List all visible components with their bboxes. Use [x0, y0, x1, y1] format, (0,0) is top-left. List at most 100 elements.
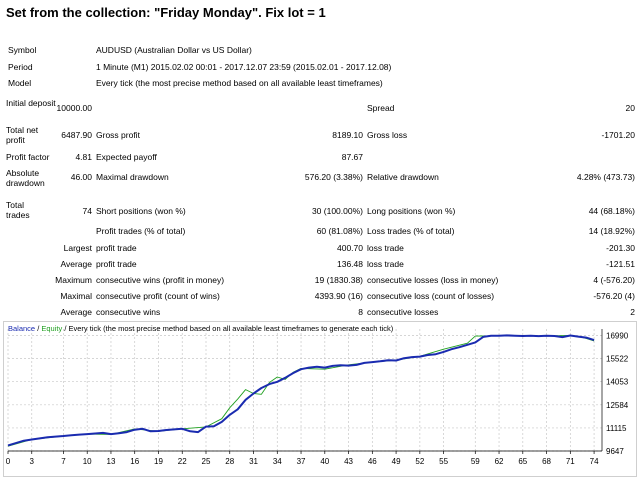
- average-loss-value: -121.51: [606, 259, 635, 269]
- largest-loss-label: loss trade: [367, 243, 404, 253]
- spread-value: 20: [625, 103, 635, 113]
- average-profit-label: profit trade: [96, 259, 137, 269]
- average-profit-value: 136.48: [337, 259, 363, 269]
- x-tick-label: 37: [297, 457, 306, 466]
- x-tick-label: 68: [542, 457, 551, 466]
- x-tick-label: 34: [273, 457, 282, 466]
- average-consecutive-wins-label: consecutive wins: [96, 307, 161, 317]
- largest-loss-value: -201.30: [606, 243, 635, 253]
- x-tick-label: 28: [225, 457, 234, 466]
- x-tick-label: 25: [202, 457, 211, 466]
- y-tick-label: 11115: [606, 424, 627, 433]
- average-consecutive-wins-value: 8: [358, 307, 363, 317]
- average-consecutive-label: Average: [60, 307, 92, 317]
- loss-trades-label: Loss trades (% of total): [367, 226, 455, 236]
- net-profit-value: 6487.90: [61, 130, 92, 140]
- total-trades-label: Total trades: [6, 200, 30, 220]
- y-tick-label: 15522: [606, 355, 629, 364]
- x-tick-label: 19: [154, 457, 163, 466]
- maximal-drawdown-value: 576.20 (3.38%): [304, 172, 363, 182]
- long-positions-label: Long positions (won %): [367, 206, 456, 216]
- x-tick-label: 46: [368, 457, 377, 466]
- loss-trades-value: 14 (18.92%): [588, 226, 635, 236]
- model-value: Every tick (the most precise method base…: [96, 78, 383, 88]
- chart-legend: Balance / Equity / Every tick (the most …: [8, 324, 393, 333]
- average-consecutive-losses-label: consecutive losses: [367, 307, 439, 317]
- maximum-label: Maximum: [55, 275, 92, 285]
- x-tick-label: 0: [6, 457, 11, 466]
- y-tick-label: 9647: [606, 447, 624, 456]
- legend-separator: /: [35, 324, 42, 333]
- largest-profit-value: 400.70: [337, 243, 363, 253]
- relative-drawdown-label: Relative drawdown: [367, 172, 439, 182]
- x-tick-label: 3: [30, 457, 35, 466]
- gross-profit-value: 8189.10: [332, 130, 363, 140]
- x-tick-label: 65: [518, 457, 527, 466]
- average-consecutive-losses-value: 2: [630, 307, 635, 317]
- profit-trades-label: Profit trades (% of total): [96, 226, 186, 236]
- initial-deposit-label: Initial deposit: [6, 98, 56, 108]
- x-tick-label: 52: [415, 457, 424, 466]
- maximal-consecutive-loss-value: -576.20 (4): [593, 291, 635, 301]
- long-positions-value: 44 (68.18%): [588, 206, 635, 216]
- report-title: Set from the collection: "Friday Monday"…: [6, 5, 326, 20]
- net-profit-label: Total net profit: [6, 125, 39, 145]
- x-tick-label: 10: [83, 457, 92, 466]
- x-tick-label: 59: [471, 457, 480, 466]
- y-tick-label: 12584: [606, 401, 629, 410]
- x-tick-label: 62: [495, 457, 504, 466]
- gross-loss-value: -1701.20: [601, 130, 635, 140]
- period-value: 1 Minute (M1) 2015.02.02 00:01 - 2017.12…: [96, 62, 392, 72]
- largest-profit-label: profit trade: [96, 243, 137, 253]
- x-tick-label: 49: [392, 457, 401, 466]
- x-tick-label: 22: [178, 457, 187, 466]
- x-tick-label: 31: [249, 457, 258, 466]
- model-label: Model: [8, 78, 32, 88]
- x-tick-label: 74: [590, 457, 599, 466]
- maximal-label: Maximal: [60, 291, 92, 301]
- short-positions-value: 30 (100.00%): [311, 206, 363, 216]
- gross-profit-label: Gross profit: [96, 130, 140, 140]
- largest-label: Largest: [63, 243, 92, 253]
- average-label: Average: [60, 259, 92, 269]
- period-label: Period: [8, 62, 33, 72]
- x-tick-label: 43: [344, 457, 353, 466]
- maximal-consecutive-loss-label: consecutive loss (count of losses): [367, 291, 495, 301]
- gross-loss-label: Gross loss: [367, 130, 408, 140]
- legend-balance: Balance: [8, 324, 36, 333]
- x-tick-label: 7: [61, 457, 66, 466]
- average-loss-label: loss trade: [367, 259, 404, 269]
- x-tick-label: 55: [439, 457, 448, 466]
- maximal-drawdown-label: Maximal drawdown: [96, 172, 169, 182]
- expected-payoff-label: Expected payoff: [96, 152, 157, 162]
- max-consecutive-wins-value: 19 (1830.38): [314, 275, 363, 285]
- short-positions-label: Short positions (won %): [96, 206, 186, 216]
- profit-factor-label: Profit factor: [6, 152, 50, 162]
- legend-description: / Every tick (the most precise method ba…: [62, 324, 394, 333]
- max-consecutive-losses-label: consecutive losses (loss in money): [367, 275, 499, 285]
- y-tick-label: 16990: [606, 332, 629, 341]
- absolute-drawdown-label: Absolute drawdown: [6, 168, 45, 188]
- symbol-label: Symbol: [8, 45, 37, 55]
- max-consecutive-losses-value: 4 (-576.20): [593, 275, 635, 285]
- maximal-consecutive-profit-value: 4393.90 (16): [314, 291, 363, 301]
- symbol-value: AUDUSD (Australian Dollar vs US Dollar): [96, 45, 252, 55]
- absolute-drawdown-value: 46.00: [70, 172, 92, 182]
- initial-deposit-value: 10000.00: [56, 103, 92, 113]
- profit-trades-value: 60 (81.08%): [316, 226, 363, 236]
- x-tick-label: 13: [107, 457, 116, 466]
- x-tick-label: 71: [566, 457, 575, 466]
- legend-equity: Equity: [41, 324, 63, 333]
- expected-payoff-value: 87.67: [341, 152, 363, 162]
- max-consecutive-wins-label: consecutive wins (profit in money): [96, 275, 225, 285]
- balance-line: [7, 334, 595, 447]
- total-trades-value: 74: [82, 206, 92, 216]
- spread-label: Spread: [367, 103, 395, 113]
- x-tick-label: 40: [320, 457, 329, 466]
- relative-drawdown-value: 4.28% (473.73): [576, 172, 635, 182]
- x-tick-label: 16: [130, 457, 139, 466]
- maximal-consecutive-profit-label: consecutive profit (count of wins): [96, 291, 220, 301]
- y-tick-label: 14053: [606, 378, 629, 387]
- profit-factor-value: 4.81: [75, 152, 92, 162]
